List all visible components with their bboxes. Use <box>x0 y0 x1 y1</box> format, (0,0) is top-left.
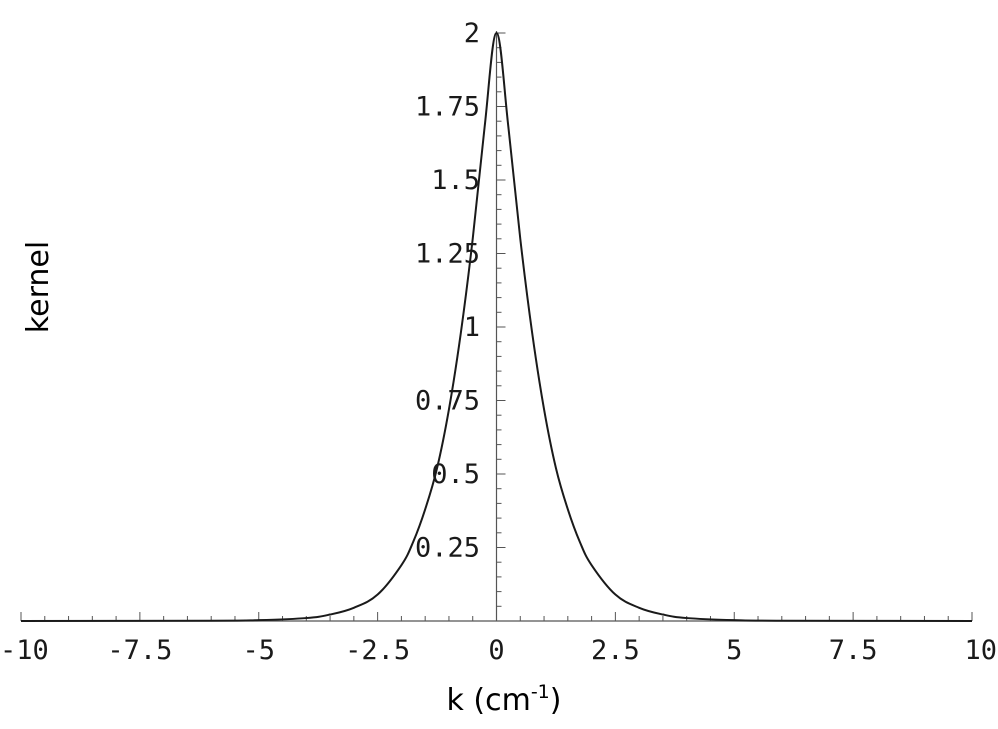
y-tick-label: 1.5 <box>431 165 480 196</box>
y-axis-title: kernel <box>21 241 56 333</box>
x-tick-label: -10 <box>0 635 49 666</box>
y-tick-label: 1.75 <box>415 92 480 123</box>
x-tick-label: 0 <box>488 635 504 666</box>
y-axis <box>495 31 506 621</box>
series-group <box>20 31 973 622</box>
y-tick-label: 1.25 <box>415 239 480 270</box>
x-tick-label: 7.5 <box>829 635 878 666</box>
x-tick-label: 10 <box>964 635 997 666</box>
x-tick-label: -5 <box>242 635 275 666</box>
y-tick-labels: 0.25 0.5 0.75 1 1.25 1.5 1.75 2 <box>415 18 480 564</box>
y-tick-label: 0.25 <box>415 533 480 564</box>
y-tick-label: 1 <box>464 312 480 343</box>
x-axis-title-superscript: -1 <box>531 681 550 703</box>
x-axis-title-close: ) <box>550 683 562 718</box>
x-tick-label: 2.5 <box>591 635 640 666</box>
x-tick-labels: -10 -7.5 -5 -2.5 0 2.5 5 7.5 10 <box>0 635 997 666</box>
x-tick-label: 5 <box>726 635 742 666</box>
series-line-0 <box>20 31 973 622</box>
x-tick-label: -7.5 <box>107 635 172 666</box>
y-tick-label: 2 <box>464 18 480 49</box>
x-tick-label: -2.5 <box>345 635 410 666</box>
x-axis-title: k (cm-1) <box>446 681 561 718</box>
y-tick-label: 0.5 <box>431 459 480 490</box>
y-tick-label: 0.75 <box>415 386 480 417</box>
x-axis-title-main: k (cm <box>446 683 530 718</box>
